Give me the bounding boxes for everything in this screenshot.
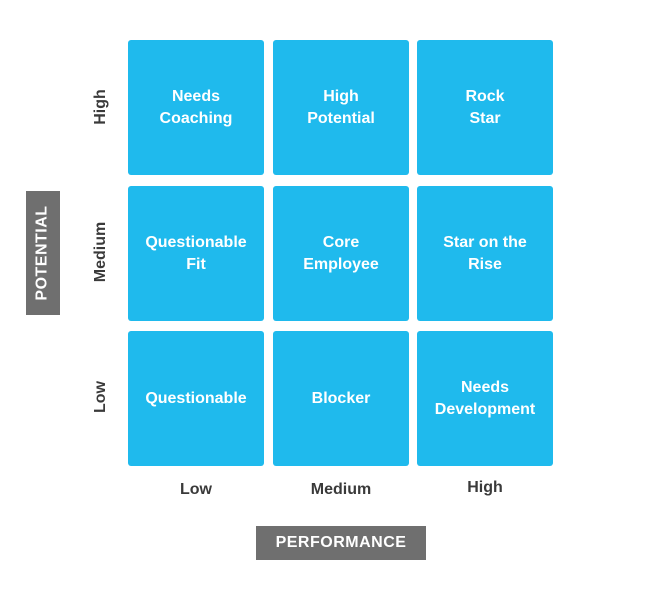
potential-axis-title: POTENTIAL [26,191,60,315]
col-label-high: High [467,479,503,496]
row-label-high: High [92,89,109,125]
col-label-low: Low [180,481,212,498]
cell-questionable: Questionable [128,331,264,466]
cell-core-employee: Core Employee [273,186,409,321]
potential-axis-title-text: POTENTIAL [34,205,52,301]
cell-questionable-fit: Questionable Fit [128,186,264,321]
potential-axis-title-box [26,191,60,315]
cell-star-on-the-rise: Star on the Rise [417,186,553,321]
cell-needs-coaching: Needs Coaching [128,40,264,175]
cell-rock-star: Rock Star [417,40,553,175]
row-label-medium: Medium [92,221,109,283]
cell-high-potential: High Potential [273,40,409,175]
col-label-medium: Medium [310,481,372,498]
performance-axis-title: PERFORMANCE [256,526,426,560]
cell-blocker: Blocker [273,331,409,466]
row-label-low: Low [92,381,109,413]
cell-needs-development: Needs Development [417,331,553,466]
